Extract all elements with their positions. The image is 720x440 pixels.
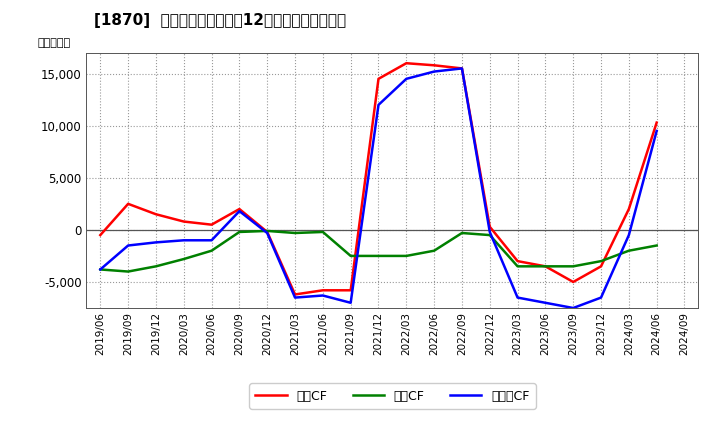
フリーCF [207,238,216,243]
Line: フリーCF: フリーCF [100,69,657,308]
投資CF [430,248,438,253]
投資CF [624,248,633,253]
営業CF [124,201,132,206]
フリーCF [569,305,577,311]
投資CF [458,231,467,236]
営業CF [430,62,438,68]
フリーCF [652,128,661,134]
Text: [1870]  キャッシュフローの12か月移動合計の推移: [1870] キャッシュフローの12か月移動合計の推移 [94,13,346,28]
フリーCF [152,240,161,245]
フリーCF [124,243,132,248]
フリーCF [318,293,327,298]
営業CF [569,279,577,285]
投資CF [485,232,494,238]
投資CF [318,229,327,235]
投資CF [291,231,300,236]
営業CF [597,264,606,269]
フリーCF [430,69,438,74]
フリーCF [179,238,188,243]
投資CF [513,264,522,269]
投資CF [235,229,243,235]
投資CF [179,257,188,262]
投資CF [124,269,132,274]
営業CF [179,219,188,224]
営業CF [513,258,522,264]
フリーCF [541,300,550,305]
営業CF [207,222,216,227]
Line: 営業CF: 営業CF [100,63,657,294]
フリーCF [458,66,467,71]
営業CF [318,288,327,293]
営業CF [235,206,243,212]
Legend: 営業CF, 投資CF, フリーCF: 営業CF, 投資CF, フリーCF [249,383,536,409]
フリーCF [346,300,355,305]
Line: 投資CF: 投資CF [100,231,657,271]
営業CF [458,66,467,71]
投資CF [346,253,355,259]
営業CF [652,120,661,125]
投資CF [652,243,661,248]
投資CF [152,264,161,269]
フリーCF [291,295,300,300]
フリーCF [402,76,410,81]
フリーCF [624,232,633,238]
投資CF [96,267,104,272]
営業CF [263,229,271,235]
フリーCF [235,209,243,214]
フリーCF [374,102,383,107]
フリーCF [96,267,104,272]
営業CF [541,264,550,269]
投資CF [569,264,577,269]
フリーCF [597,295,606,300]
投資CF [402,253,410,259]
フリーCF [513,295,522,300]
Text: （百万円）: （百万円） [37,38,71,48]
投資CF [597,258,606,264]
営業CF [624,206,633,212]
投資CF [263,228,271,234]
投資CF [374,253,383,259]
営業CF [291,292,300,297]
投資CF [541,264,550,269]
投資CF [207,248,216,253]
営業CF [96,232,104,238]
営業CF [346,288,355,293]
営業CF [485,224,494,229]
フリーCF [485,229,494,235]
フリーCF [263,231,271,236]
営業CF [402,61,410,66]
営業CF [152,212,161,217]
営業CF [374,76,383,81]
